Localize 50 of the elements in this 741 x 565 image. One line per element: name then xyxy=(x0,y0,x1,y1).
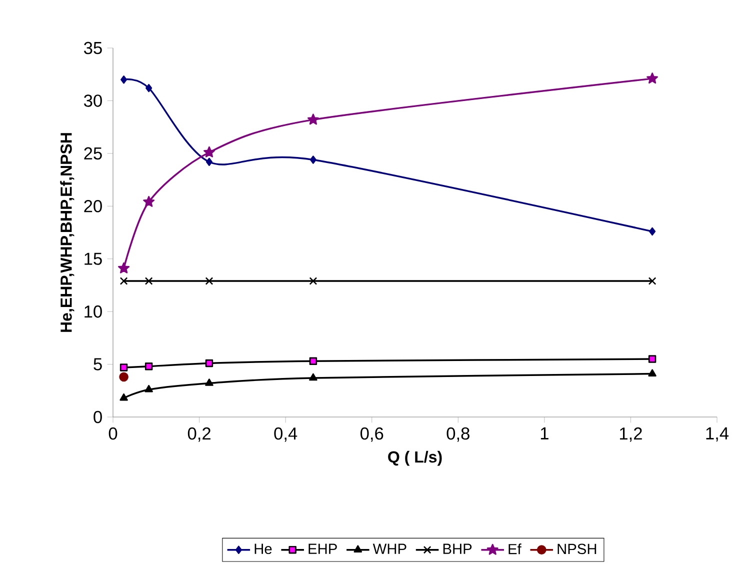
x-tick-label: 1,4 xyxy=(706,427,729,442)
point xyxy=(646,72,658,84)
y-tick-label: 20 xyxy=(84,200,102,212)
legend-label: EHP xyxy=(308,544,337,554)
x-tick-label: 0,8 xyxy=(446,427,470,442)
point xyxy=(120,277,128,285)
legend-label: Ef xyxy=(508,544,522,554)
y-axis-title: He,EHP,WHP,BHP,Ef,NPSH xyxy=(60,133,74,332)
point xyxy=(206,158,212,166)
y-tick-label: 35 xyxy=(84,42,102,54)
point xyxy=(310,156,316,164)
point xyxy=(143,196,155,207)
point xyxy=(144,362,153,370)
point xyxy=(648,369,656,376)
point xyxy=(144,277,153,285)
point xyxy=(120,75,128,84)
point xyxy=(146,84,152,92)
point xyxy=(119,372,128,382)
x-tick-label: 1,2 xyxy=(620,427,642,442)
point xyxy=(120,364,128,372)
y-tick-label: 0 xyxy=(94,410,102,424)
y-tick-label: 15 xyxy=(84,252,102,265)
point xyxy=(307,114,319,125)
point xyxy=(120,393,128,401)
x-tick-label: 0,4 xyxy=(274,427,298,442)
point xyxy=(309,373,318,381)
legend-label: WHP xyxy=(372,544,406,554)
point xyxy=(144,384,153,392)
y-tick-label: 10 xyxy=(84,305,102,318)
point xyxy=(203,146,215,158)
x-tick-label: 0,2 xyxy=(188,427,210,442)
x-tick-label: 0 xyxy=(108,427,118,440)
point xyxy=(648,355,656,363)
point xyxy=(309,277,318,285)
y-tick-label: 25 xyxy=(84,147,102,160)
x-tick-label: 1 xyxy=(540,427,548,440)
legend-label: NPSH xyxy=(558,544,596,554)
point xyxy=(649,227,656,236)
y-tick-label: 30 xyxy=(84,94,102,107)
point xyxy=(309,357,318,365)
point xyxy=(205,277,214,285)
y-tick-label: 5 xyxy=(94,358,102,370)
point xyxy=(205,378,214,386)
point xyxy=(118,262,130,274)
x-axis-title: Q ( L/s) xyxy=(388,450,442,466)
legend-label: He xyxy=(254,544,272,554)
point xyxy=(205,359,214,368)
point xyxy=(648,277,656,285)
legend-label: BHP xyxy=(443,544,472,554)
x-tick-label: 0,6 xyxy=(360,427,384,442)
